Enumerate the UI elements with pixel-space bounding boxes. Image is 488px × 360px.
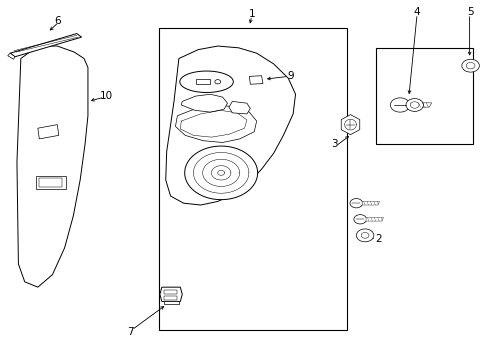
Bar [39, 178, 62, 187]
Polygon shape [180, 71, 233, 93]
Circle shape [389, 98, 409, 112]
Text: 1: 1 [248, 9, 255, 19]
Text: 8: 8 [185, 75, 191, 85]
Polygon shape [366, 217, 383, 221]
Circle shape [349, 199, 362, 208]
Polygon shape [228, 102, 250, 114]
Polygon shape [163, 301, 179, 304]
Polygon shape [408, 103, 431, 107]
Polygon shape [160, 287, 182, 301]
Text: 7: 7 [127, 327, 133, 337]
Polygon shape [249, 76, 263, 84]
Bar [159, 28, 346, 330]
Polygon shape [10, 33, 81, 57]
Circle shape [409, 102, 418, 108]
Text: 9: 9 [287, 71, 293, 81]
Circle shape [465, 63, 474, 69]
Polygon shape [196, 79, 210, 84]
Polygon shape [164, 296, 177, 300]
Polygon shape [38, 125, 59, 139]
Polygon shape [17, 46, 88, 287]
Polygon shape [165, 46, 295, 205]
Polygon shape [362, 202, 379, 205]
Polygon shape [8, 53, 15, 59]
Text: 4: 4 [413, 7, 420, 17]
Circle shape [405, 99, 423, 111]
Bar [36, 176, 65, 189]
Circle shape [353, 215, 366, 224]
Polygon shape [175, 105, 256, 143]
Text: 6: 6 [54, 16, 61, 26]
Circle shape [361, 233, 368, 238]
Polygon shape [181, 94, 227, 112]
Polygon shape [164, 290, 177, 294]
Text: 10: 10 [99, 91, 112, 101]
Polygon shape [341, 114, 359, 135]
Bar [375, 48, 472, 144]
Text: 2: 2 [374, 234, 381, 244]
Text: 3: 3 [330, 139, 337, 149]
Circle shape [461, 59, 478, 72]
Circle shape [356, 229, 373, 242]
Polygon shape [184, 146, 257, 200]
Circle shape [214, 80, 220, 84]
Text: 5: 5 [467, 7, 473, 17]
